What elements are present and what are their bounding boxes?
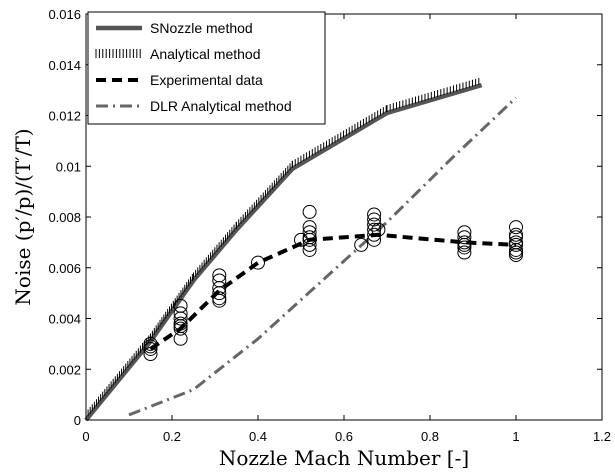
data-point <box>509 227 523 242</box>
data-point <box>212 273 227 288</box>
data-point <box>173 298 188 313</box>
axis-ticks: 0 0.2 0.4 0.6 0.8 1 1.2 0 0.002 0.004 0.006 0.008 0.… <box>48 7 611 444</box>
data-point <box>212 293 227 308</box>
data-point <box>367 212 382 227</box>
data-point <box>302 220 317 235</box>
series-line <box>149 232 517 351</box>
plot-area <box>84 77 523 422</box>
y-tick-label: 0.01 <box>56 159 81 174</box>
y-tick-label: 0.012 <box>48 109 81 124</box>
x-tick-label: 0 <box>82 429 89 444</box>
data-point <box>302 204 317 219</box>
data-point <box>212 268 227 283</box>
legend-label: SNozzle method <box>150 20 253 36</box>
y-axis-label: Noise (p′/p)/(T′/T) <box>11 128 35 305</box>
legend-label: Experimental data <box>150 72 263 88</box>
data-point <box>302 230 317 245</box>
x-tick-label: 1.2 <box>593 429 611 444</box>
data-point <box>509 235 523 250</box>
data-point <box>367 217 382 232</box>
legend: SNozzle method Analytical method Experimen… <box>87 11 326 125</box>
y-tick-label: 0 <box>74 413 81 428</box>
x-tick-label: 1 <box>512 429 519 444</box>
y-tick-label: 0.006 <box>48 261 81 276</box>
series-line <box>128 96 518 417</box>
y-tick-label: 0.004 <box>48 312 81 327</box>
data-point <box>251 255 265 270</box>
data-point <box>509 220 523 235</box>
data-point <box>457 230 472 245</box>
y-tick-label: 0.014 <box>48 58 81 73</box>
x-tick-label: 0.4 <box>249 429 267 444</box>
y-tick-label: 0.002 <box>48 362 81 377</box>
data-point <box>367 207 382 222</box>
y-tick-label: 0.016 <box>48 7 81 22</box>
experimental-markers <box>143 204 523 362</box>
series-line <box>84 82 483 422</box>
data-point <box>173 319 188 334</box>
x-axis-label: Nozzle Mach Number [-] <box>219 446 469 470</box>
x-tick-label: 0.2 <box>163 429 181 444</box>
x-tick-label: 0.8 <box>421 429 439 444</box>
data-point <box>354 237 369 252</box>
series-hatch <box>85 77 480 419</box>
legend-label: DLR Analytical method <box>150 98 292 114</box>
y-tick-label: 0.008 <box>48 210 81 225</box>
legend-label: Analytical method <box>150 46 261 62</box>
data-point <box>457 237 472 252</box>
x-tick-label: 0.6 <box>335 429 353 444</box>
data-point <box>457 245 472 260</box>
